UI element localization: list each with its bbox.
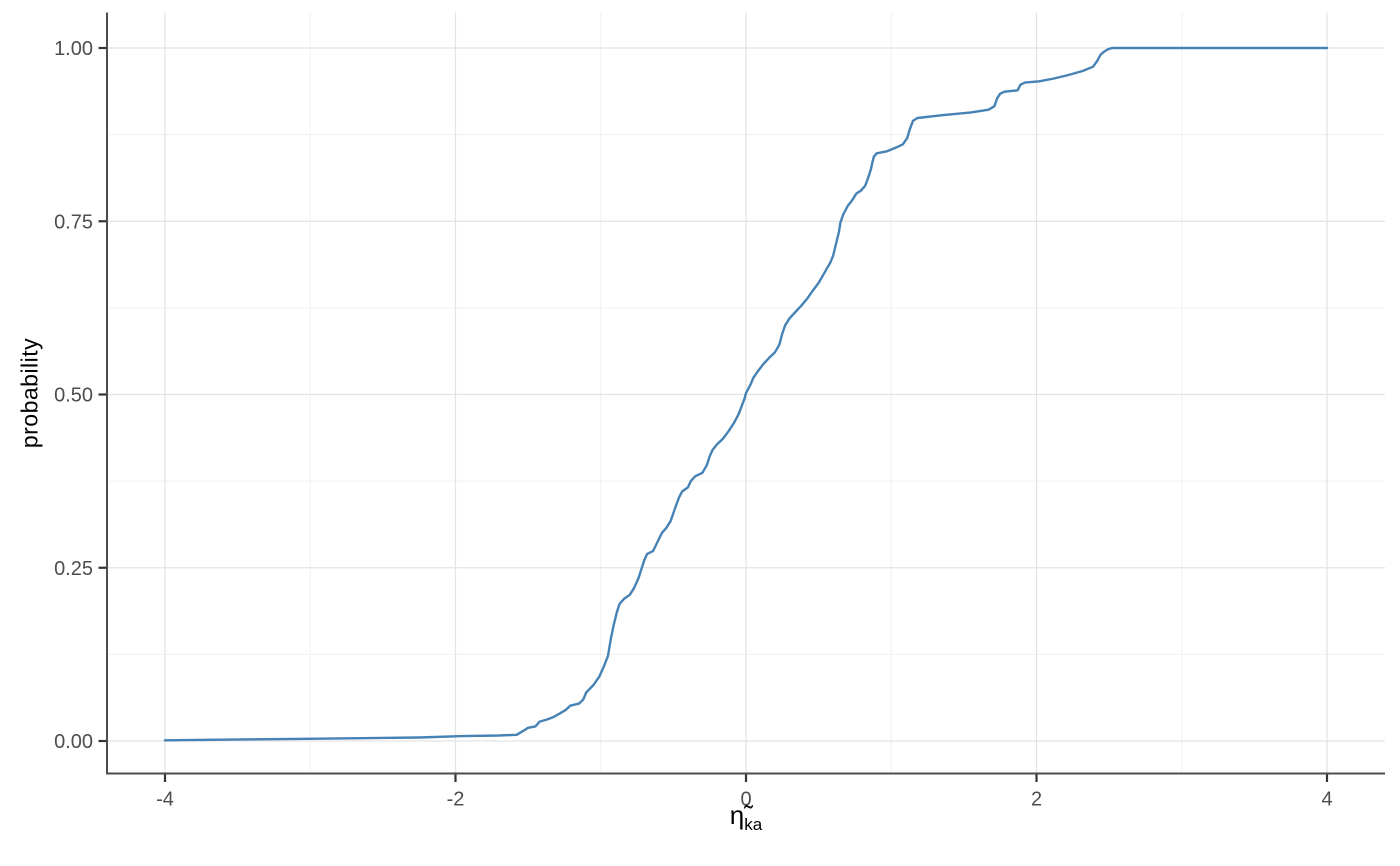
y-tick-label: 0.00	[54, 731, 93, 753]
x-tick-label: -4	[156, 789, 174, 811]
x-tick-label: 0	[740, 789, 751, 811]
x-tick-label: 2	[1031, 789, 1042, 811]
y-tick-label: 1.00	[54, 38, 93, 60]
x-tick-label: 4	[1321, 789, 1332, 811]
x-axis-title: η̃ka	[107, 800, 1385, 835]
x-tick-label: -2	[447, 789, 465, 811]
x-axis-title-subscript: ka	[744, 815, 763, 835]
y-tick-label: 0.50	[54, 385, 93, 407]
y-axis-title: probability	[16, 337, 43, 449]
ecdf-line	[163, 46, 1329, 742]
x-axis-title-base: η̃	[729, 800, 745, 830]
y-tick-label: 0.25	[54, 558, 93, 580]
y-tick-label: 0.75	[54, 211, 93, 233]
